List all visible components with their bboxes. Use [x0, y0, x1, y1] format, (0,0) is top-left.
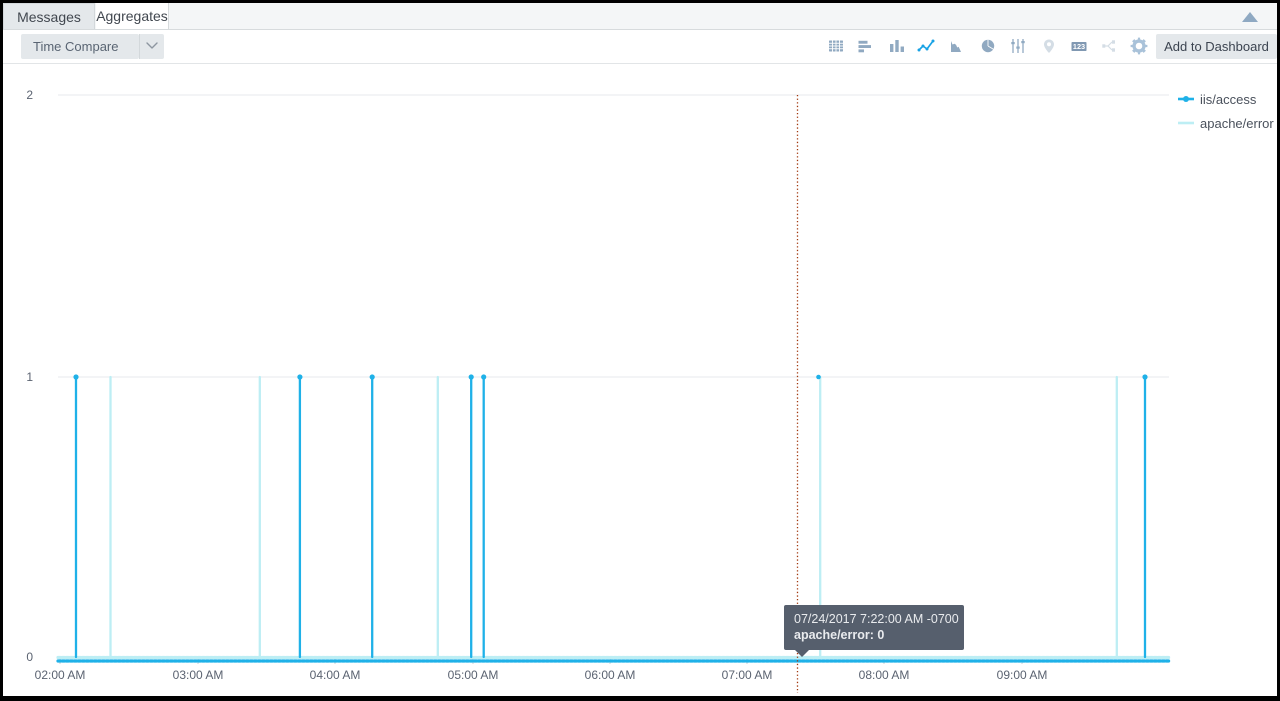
svg-text:06:00 AM: 06:00 AM: [585, 668, 636, 682]
svg-text:1: 1: [26, 370, 33, 384]
svg-text:2: 2: [26, 88, 33, 102]
svg-text:03:00 AM: 03:00 AM: [173, 668, 224, 682]
svg-text:123: 123: [1073, 42, 1085, 51]
svg-text:04:00 AM: 04:00 AM: [310, 668, 361, 682]
svg-text:02:00 AM: 02:00 AM: [35, 668, 86, 682]
svg-text:07:00 AM: 07:00 AM: [722, 668, 773, 682]
svg-text:0: 0: [26, 650, 33, 664]
svg-text:05:00 AM: 05:00 AM: [448, 668, 499, 682]
svg-text:08:00 AM: 08:00 AM: [859, 668, 910, 682]
svg-text:09:00 AM: 09:00 AM: [997, 668, 1048, 682]
